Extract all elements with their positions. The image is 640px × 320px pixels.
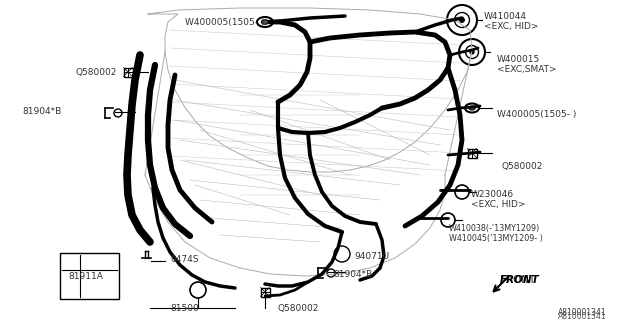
Ellipse shape bbox=[469, 106, 475, 110]
Text: <EXC, HID>: <EXC, HID> bbox=[484, 22, 538, 31]
Text: 81911A: 81911A bbox=[68, 272, 103, 281]
Circle shape bbox=[460, 18, 464, 22]
Text: A810001341: A810001341 bbox=[558, 308, 607, 317]
Text: 0474S: 0474S bbox=[170, 255, 198, 264]
Text: <EXC, HID>: <EXC, HID> bbox=[471, 200, 525, 209]
Text: Q580002: Q580002 bbox=[502, 162, 543, 171]
Ellipse shape bbox=[261, 20, 269, 24]
Text: A810001341: A810001341 bbox=[558, 312, 607, 320]
Text: W410038(-’13MY1209): W410038(-’13MY1209) bbox=[449, 224, 540, 233]
Text: W400005(1505- ): W400005(1505- ) bbox=[185, 18, 264, 27]
Text: W410045(’13MY1209- ): W410045(’13MY1209- ) bbox=[449, 234, 543, 243]
Text: FRONT: FRONT bbox=[500, 275, 535, 285]
Text: W410044: W410044 bbox=[484, 12, 527, 21]
Text: 94071U: 94071U bbox=[354, 252, 389, 261]
Text: Q580002: Q580002 bbox=[278, 304, 319, 313]
Text: 81500: 81500 bbox=[170, 304, 199, 313]
Text: W400005(1505- ): W400005(1505- ) bbox=[497, 110, 577, 119]
Text: W230046: W230046 bbox=[471, 190, 514, 199]
Text: FRONT: FRONT bbox=[500, 275, 540, 285]
Text: W400015: W400015 bbox=[497, 55, 540, 64]
Text: 81904*B: 81904*B bbox=[333, 270, 372, 279]
Text: 81904*B: 81904*B bbox=[22, 107, 61, 116]
Text: Q580002: Q580002 bbox=[75, 68, 116, 77]
Circle shape bbox=[470, 50, 474, 54]
Text: <EXC,SMAT>: <EXC,SMAT> bbox=[497, 65, 557, 74]
